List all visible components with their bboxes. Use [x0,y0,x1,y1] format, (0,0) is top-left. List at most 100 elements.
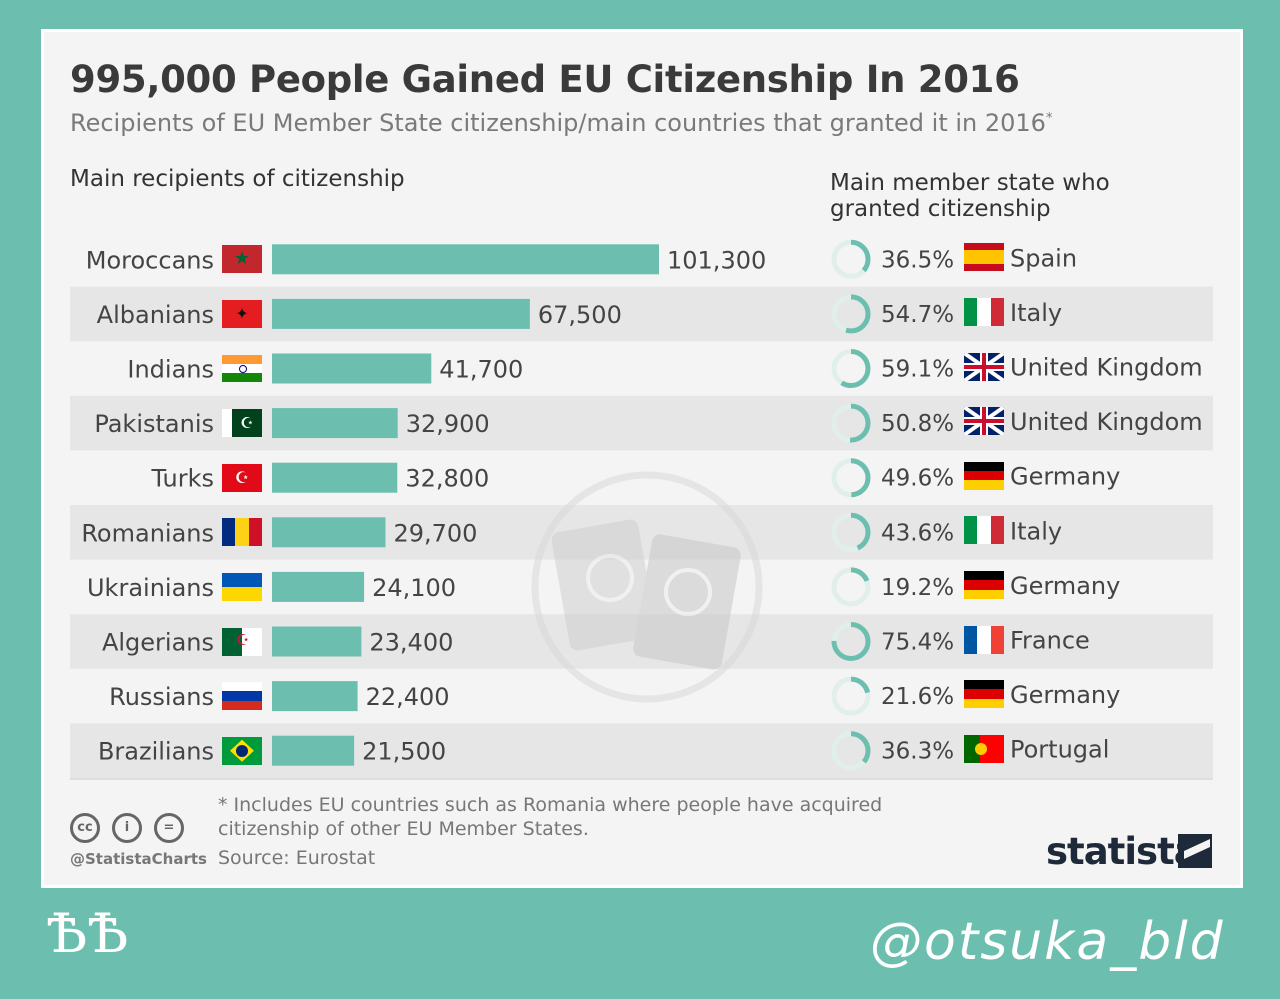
value-label: 29,700 [393,519,477,547]
share-ring [831,458,871,498]
granting-country-label: Portugal [1010,736,1109,764]
footnote: * Includes EU countries such as Romania … [218,794,883,840]
granting-country-label: United Kingdom [1010,354,1203,382]
italy-flag-icon [964,297,1004,326]
germany-flag-icon [964,570,1004,599]
albania-flag-icon: ✦ [222,299,262,328]
pakistan-flag-icon: ☪ [222,409,262,438]
share-ring [831,512,871,552]
value-label: 32,900 [406,410,490,438]
watermark-globe-right [664,568,712,616]
cc-nd-icon[interactable]: = [154,813,184,843]
bar-indians [272,353,432,384]
share-label: 21.6% [881,684,954,710]
germany-flag-icon [964,680,1004,709]
value-label: 24,100 [372,574,456,602]
watermark-logo: ѢѢ [46,902,129,965]
bar-ukrainians [272,571,365,602]
category-label: Romanians [81,519,214,547]
romania-flag-icon [222,518,262,547]
bar-moroccans [272,244,659,275]
italy-flag-icon [964,516,1004,545]
value-label: 21,500 [362,738,446,766]
category-label: Moroccans [86,246,214,274]
algeria-flag-icon: ☪ [222,627,262,656]
value-label: 101,300 [667,246,766,274]
share-ring [831,622,871,661]
share-label: 59.1% [881,357,954,383]
granting-country-label: Italy [1010,299,1062,327]
share-label: 19.2% [881,575,954,601]
source-note: Source: Eurostat [218,847,376,869]
bar-pakistanis [272,408,398,439]
value-label: 32,800 [405,465,489,493]
value-label: 41,700 [439,356,523,384]
subtitle-footnote-mark: * [1045,111,1053,126]
recipients-heading: Main recipients of citizenship [70,166,405,192]
share-label: 54.7% [881,302,954,328]
granting-country-label: France [1010,627,1090,655]
turkey-flag-icon: ☪ [222,463,262,492]
share-ring [831,731,871,771]
watermark-ring [531,471,763,703]
statista-handle[interactable]: @StatistaCharts [70,850,207,868]
bar-brazilians [272,735,355,766]
share-label: 50.8% [881,411,954,437]
brazil-flag-icon [222,736,262,765]
germany-flag-icon [964,461,1004,490]
morocco-flag-icon: ★ [222,245,262,274]
category-label: Turks [151,465,215,493]
watermark-passport-front [633,534,741,670]
statista-logo-icon [1178,834,1212,868]
bar-turks [272,462,398,493]
category-label: Pakistanis [94,410,214,438]
bar-romanians [272,517,386,548]
page-title: 995,000 People Gained EU Citizenship In … [70,58,1020,101]
share-ring [831,676,871,716]
share-ring [831,349,871,388]
share-label: 75.4% [881,630,954,656]
granting-country-label: United Kingdom [1010,408,1203,436]
spain-flag-icon [964,243,1004,272]
category-label: Algerians [102,629,214,657]
bar-algerians [272,626,362,657]
granting-country-label: Spain [1010,244,1077,272]
category-label: Brazilians [98,738,214,766]
ukraine-flag-icon [222,572,262,601]
watermark-globe-left [586,554,634,602]
cc-icon[interactable]: cc [70,813,100,843]
uk-flag-icon [964,352,1004,381]
share-ring [831,239,871,279]
share-label: 36.3% [881,739,954,765]
category-label: Indians [127,356,214,384]
bar-russians [272,681,358,712]
share-label: 49.6% [881,466,954,492]
statista-logo[interactable]: statista [1046,830,1199,873]
value-label: 67,500 [538,301,622,329]
share-ring [831,567,871,607]
watermark-passport-back [551,519,657,651]
passport-watermark-icon [531,471,763,703]
cc-by-icon[interactable]: i [112,813,142,843]
granting-country-label: Germany [1010,463,1120,491]
subtitle-text: Recipients of EU Member State citizenshi… [70,109,1046,137]
category-label: Russians [109,683,214,711]
granting-country-label: Germany [1010,681,1120,709]
france-flag-icon [964,625,1004,654]
bar-albanians [272,298,530,329]
granting-country-label: Germany [1010,572,1120,600]
page-subtitle: Recipients of EU Member State citizenshi… [70,109,1190,137]
granting-states-heading: Main member state who granted citizenshi… [830,170,1110,222]
share-label: 36.5% [881,247,954,273]
share-ring [831,403,871,443]
russia-flag-icon [222,682,262,711]
chart-baseline [70,778,1213,780]
watermark-handle: @otsuka_bld [870,912,1225,972]
value-label: 22,400 [366,683,450,711]
share-ring [831,294,871,334]
granting-country-label: Italy [1010,517,1062,545]
value-label: 23,400 [369,629,453,657]
uk-flag-icon [964,407,1004,436]
portugal-flag-icon [964,734,1004,763]
share-label: 43.6% [881,520,954,546]
